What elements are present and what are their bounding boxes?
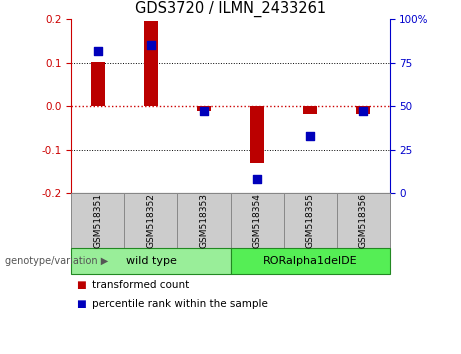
- Text: ■: ■: [76, 299, 86, 309]
- Bar: [144, 21, 158, 106]
- Bar: [356, 106, 370, 114]
- Text: GSM518352: GSM518352: [147, 193, 155, 248]
- Point: [148, 42, 155, 48]
- Text: percentile rank within the sample: percentile rank within the sample: [92, 299, 268, 309]
- Point: [306, 133, 313, 138]
- Text: RORalpha1delDE: RORalpha1delDE: [263, 256, 357, 266]
- Bar: [91, 62, 105, 106]
- Text: GSM518351: GSM518351: [94, 193, 102, 248]
- Point: [254, 176, 261, 182]
- Text: ■: ■: [76, 280, 86, 290]
- Text: transformed count: transformed count: [92, 280, 189, 290]
- Bar: [197, 106, 211, 112]
- Text: GSM518353: GSM518353: [200, 193, 208, 248]
- Text: GSM518355: GSM518355: [306, 193, 314, 248]
- Text: genotype/variation ▶: genotype/variation ▶: [5, 256, 108, 266]
- Bar: [303, 106, 317, 114]
- Bar: [250, 106, 264, 162]
- Text: GSM518354: GSM518354: [253, 193, 261, 248]
- Point: [359, 109, 366, 114]
- Text: wild type: wild type: [125, 256, 177, 266]
- Point: [200, 109, 207, 114]
- Point: [94, 48, 101, 53]
- Title: GDS3720 / ILMN_2433261: GDS3720 / ILMN_2433261: [135, 0, 326, 17]
- Text: GSM518356: GSM518356: [359, 193, 367, 248]
